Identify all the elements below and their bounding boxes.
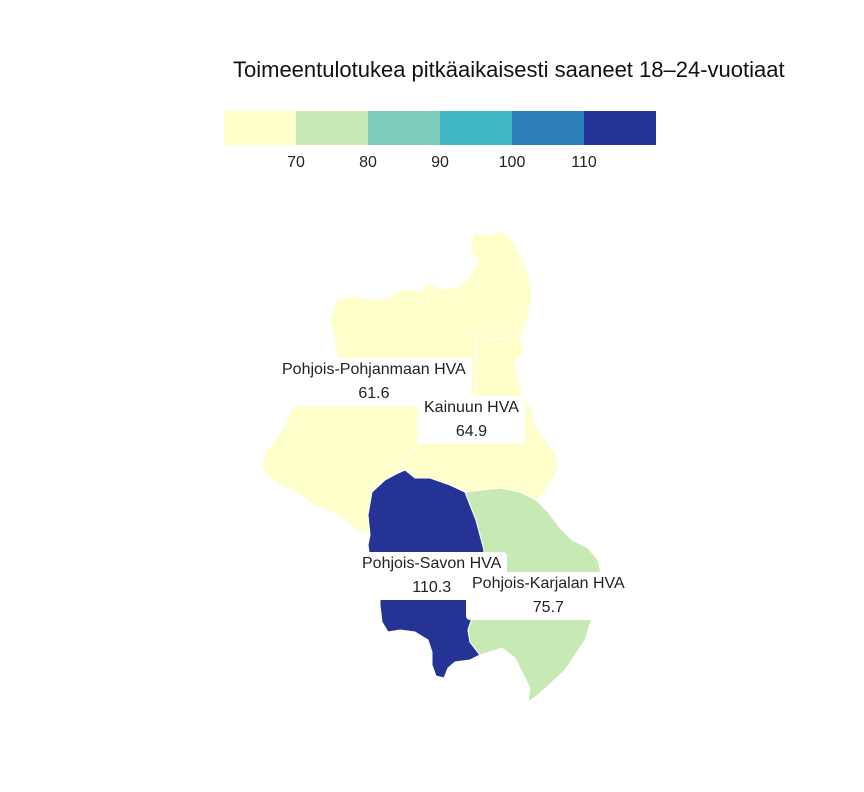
legend-tick: 70 [287,154,305,171]
region-name: Kainuun HVA [424,399,519,416]
region-value: 64.9 [455,423,487,440]
legend-swatch [440,111,512,145]
legend-swatch [296,111,368,145]
color-legend [224,111,656,145]
legend-swatch [368,111,440,145]
legend-swatch [224,111,296,145]
legend-tick: 100 [498,154,526,171]
legend-swatch [584,111,656,145]
region-name: Pohjois-Pohjanmaan HVA [282,361,466,378]
legend-tick: 80 [359,154,377,171]
region-label-pohjois-pohjanmaa: Pohjois-Pohjanmaan HVA 61.6 [276,358,472,406]
region-value: 75.7 [532,599,564,616]
region-name: Pohjois-Savon HVA [362,555,502,572]
region-name: Pohjois-Karjalan HVA [472,575,625,592]
region-label-kainuu: Kainuun HVA 64.9 [418,396,525,444]
region-value: 110.3 [412,579,452,596]
map-title: Toimeentulotukea pitkäaikaisesti saaneet… [233,57,785,82]
region-label-pohjois-karjala: Pohjois-Karjalan HVA 75.7 [466,572,631,620]
legend-swatch [512,111,584,145]
legend-tick: 90 [431,154,449,171]
legend-tick: 110 [571,154,597,171]
region-value: 61.6 [358,385,390,402]
